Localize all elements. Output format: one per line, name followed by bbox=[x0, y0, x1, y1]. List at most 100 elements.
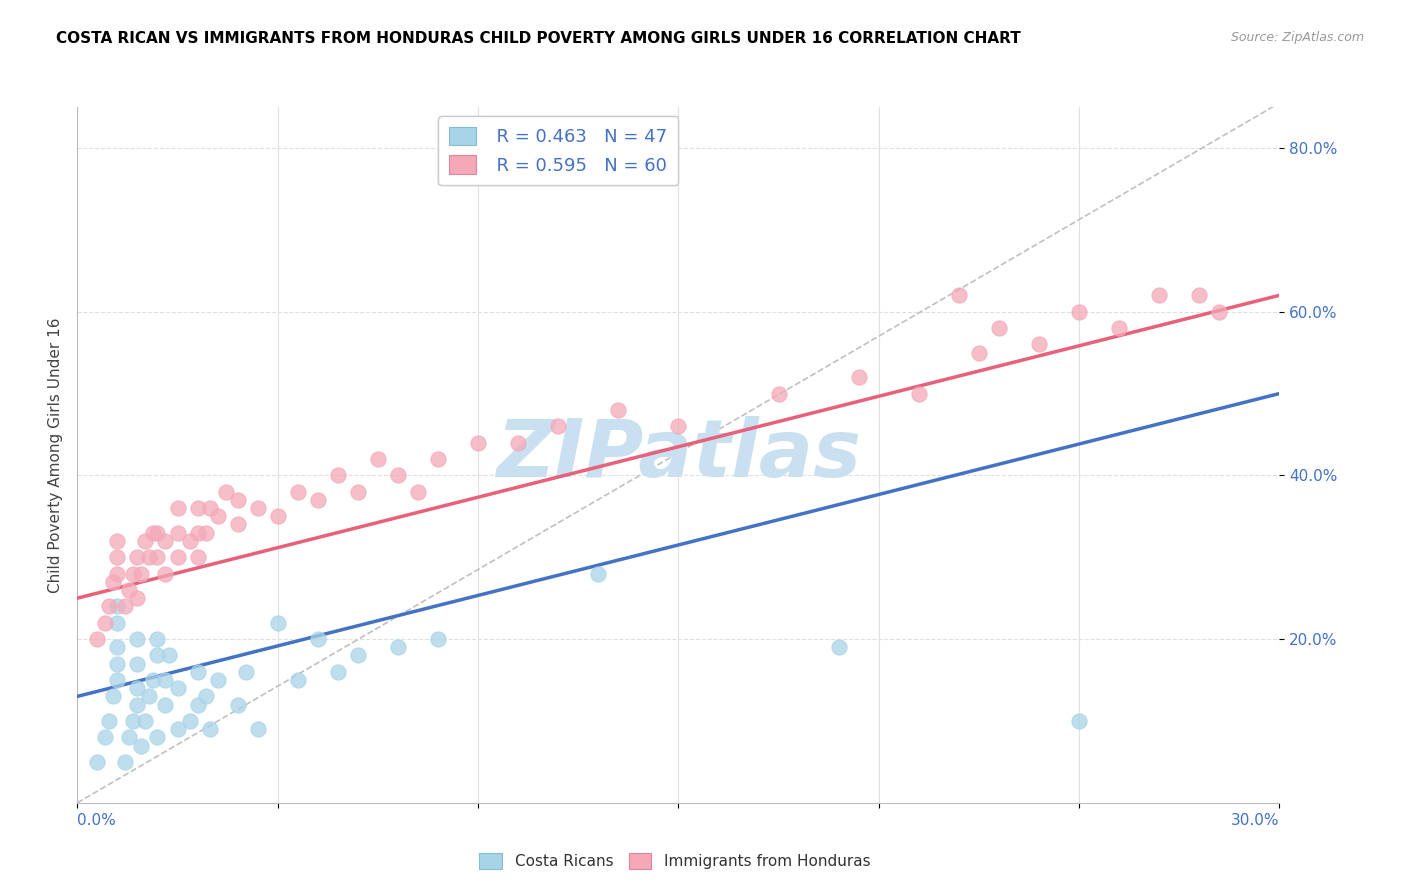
Point bbox=[86, 632, 108, 646]
Point bbox=[547, 419, 569, 434]
Point bbox=[235, 665, 257, 679]
Point bbox=[146, 731, 169, 745]
Point bbox=[166, 525, 188, 540]
Point bbox=[103, 690, 125, 704]
Point bbox=[1028, 337, 1050, 351]
Point bbox=[155, 673, 177, 687]
Point bbox=[588, 566, 610, 581]
Point bbox=[246, 722, 269, 736]
Point bbox=[207, 509, 229, 524]
Point bbox=[94, 731, 117, 745]
Point bbox=[107, 550, 129, 565]
Point bbox=[186, 525, 209, 540]
Point bbox=[114, 599, 136, 614]
Point bbox=[467, 435, 489, 450]
Point bbox=[107, 673, 129, 687]
Point bbox=[94, 615, 117, 630]
Point bbox=[287, 484, 309, 499]
Point bbox=[146, 525, 169, 540]
Point bbox=[107, 566, 129, 581]
Text: ZIPatlas: ZIPatlas bbox=[496, 416, 860, 494]
Point bbox=[246, 501, 269, 516]
Point bbox=[186, 501, 209, 516]
Point bbox=[347, 648, 370, 663]
Point bbox=[131, 739, 153, 753]
Point bbox=[118, 582, 141, 597]
Point bbox=[307, 492, 329, 507]
Point bbox=[155, 533, 177, 548]
Point bbox=[122, 714, 145, 728]
Point bbox=[107, 657, 129, 671]
Point bbox=[326, 665, 349, 679]
Point bbox=[186, 665, 209, 679]
Point bbox=[142, 525, 165, 540]
Point bbox=[967, 345, 990, 359]
Point bbox=[307, 632, 329, 646]
Point bbox=[98, 714, 121, 728]
Point bbox=[146, 632, 169, 646]
Point bbox=[287, 673, 309, 687]
Point bbox=[166, 722, 188, 736]
Point bbox=[118, 731, 141, 745]
Text: 0.0%: 0.0% bbox=[77, 814, 117, 828]
Point bbox=[186, 698, 209, 712]
Point bbox=[107, 533, 129, 548]
Legend:   R = 0.463   N = 47,   R = 0.595   N = 60: R = 0.463 N = 47, R = 0.595 N = 60 bbox=[439, 116, 678, 186]
Point bbox=[226, 517, 249, 532]
Point bbox=[948, 288, 970, 302]
Legend: Costa Ricans, Immigrants from Honduras: Costa Ricans, Immigrants from Honduras bbox=[474, 847, 876, 875]
Y-axis label: Child Poverty Among Girls Under 16: Child Poverty Among Girls Under 16 bbox=[48, 318, 63, 592]
Point bbox=[138, 550, 160, 565]
Point bbox=[427, 452, 450, 467]
Point bbox=[988, 321, 1011, 335]
Point bbox=[166, 501, 188, 516]
Point bbox=[166, 550, 188, 565]
Point bbox=[155, 566, 177, 581]
Point bbox=[1208, 304, 1230, 318]
Point bbox=[226, 698, 249, 712]
Point bbox=[179, 714, 201, 728]
Point bbox=[347, 484, 370, 499]
Point bbox=[179, 533, 201, 548]
Point bbox=[127, 657, 149, 671]
Point bbox=[103, 574, 125, 589]
Point bbox=[127, 681, 149, 696]
Point bbox=[226, 492, 249, 507]
Point bbox=[848, 370, 870, 384]
Point bbox=[198, 722, 221, 736]
Point bbox=[98, 599, 121, 614]
Point bbox=[134, 533, 156, 548]
Point bbox=[146, 550, 169, 565]
Point bbox=[668, 419, 690, 434]
Point bbox=[138, 690, 160, 704]
Point bbox=[134, 714, 156, 728]
Point bbox=[367, 452, 389, 467]
Point bbox=[1149, 288, 1171, 302]
Point bbox=[186, 550, 209, 565]
Text: COSTA RICAN VS IMMIGRANTS FROM HONDURAS CHILD POVERTY AMONG GIRLS UNDER 16 CORRE: COSTA RICAN VS IMMIGRANTS FROM HONDURAS … bbox=[56, 31, 1021, 46]
Point bbox=[768, 386, 790, 401]
Point bbox=[427, 632, 450, 646]
Point bbox=[207, 673, 229, 687]
Point bbox=[908, 386, 931, 401]
Point bbox=[326, 468, 349, 483]
Point bbox=[1069, 714, 1091, 728]
Point bbox=[607, 403, 630, 417]
Point bbox=[194, 525, 217, 540]
Point bbox=[1108, 321, 1130, 335]
Point bbox=[107, 615, 129, 630]
Point bbox=[1069, 304, 1091, 318]
Point bbox=[122, 566, 145, 581]
Point bbox=[387, 640, 409, 655]
Point bbox=[127, 550, 149, 565]
Point bbox=[267, 615, 290, 630]
Point bbox=[166, 681, 188, 696]
Point bbox=[406, 484, 429, 499]
Point bbox=[107, 640, 129, 655]
Text: 30.0%: 30.0% bbox=[1232, 814, 1279, 828]
Point bbox=[155, 698, 177, 712]
Point bbox=[114, 755, 136, 769]
Point bbox=[1188, 288, 1211, 302]
Point bbox=[828, 640, 851, 655]
Point bbox=[387, 468, 409, 483]
